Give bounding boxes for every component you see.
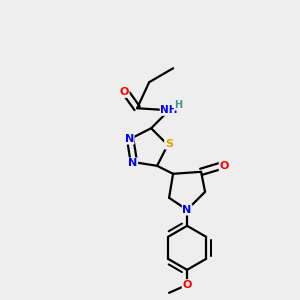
Text: O: O: [119, 87, 129, 97]
Text: N: N: [182, 205, 192, 215]
Text: H: H: [174, 100, 182, 110]
Text: O: O: [219, 161, 229, 171]
Text: NH: NH: [160, 105, 178, 115]
Text: S: S: [165, 139, 173, 149]
Text: N: N: [128, 158, 137, 168]
Text: N: N: [124, 134, 134, 144]
Text: O: O: [182, 280, 192, 290]
